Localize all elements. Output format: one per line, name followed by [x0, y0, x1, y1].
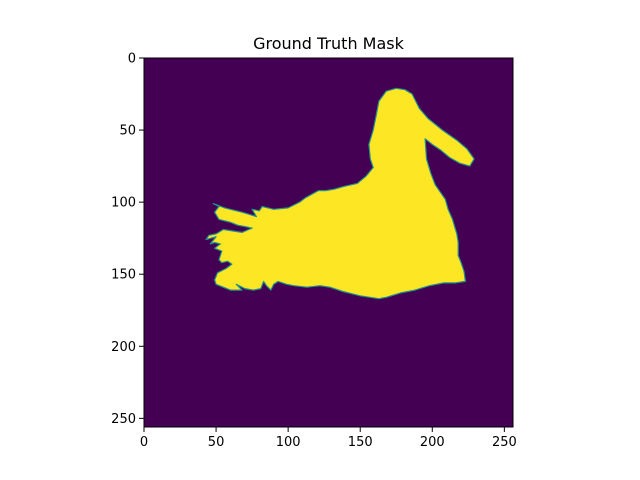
y-tick-label: 0 [128, 52, 136, 67]
y-tick-label: 150 [111, 268, 136, 283]
chart-title: Ground Truth Mask [253, 34, 405, 53]
plot-area [143, 57, 514, 428]
x-tick-label: 200 [420, 435, 445, 450]
x-tick-label: 50 [208, 435, 225, 450]
axes-frame [143, 57, 514, 428]
x-tick-label: 100 [276, 435, 301, 450]
y-tick-label: 50 [119, 124, 136, 139]
y-tick-label: 100 [111, 196, 136, 211]
y-tick-label: 250 [111, 412, 136, 427]
y-axis: 0 50 100 150 200 250 [111, 52, 144, 427]
x-axis: 0 50 100 150 200 250 [140, 427, 517, 450]
x-tick-label: 0 [140, 435, 148, 450]
x-tick-label: 150 [348, 435, 373, 450]
x-tick-label: 250 [492, 435, 517, 450]
mask-foreground-region [205, 87, 475, 300]
y-tick-label: 200 [111, 340, 136, 355]
